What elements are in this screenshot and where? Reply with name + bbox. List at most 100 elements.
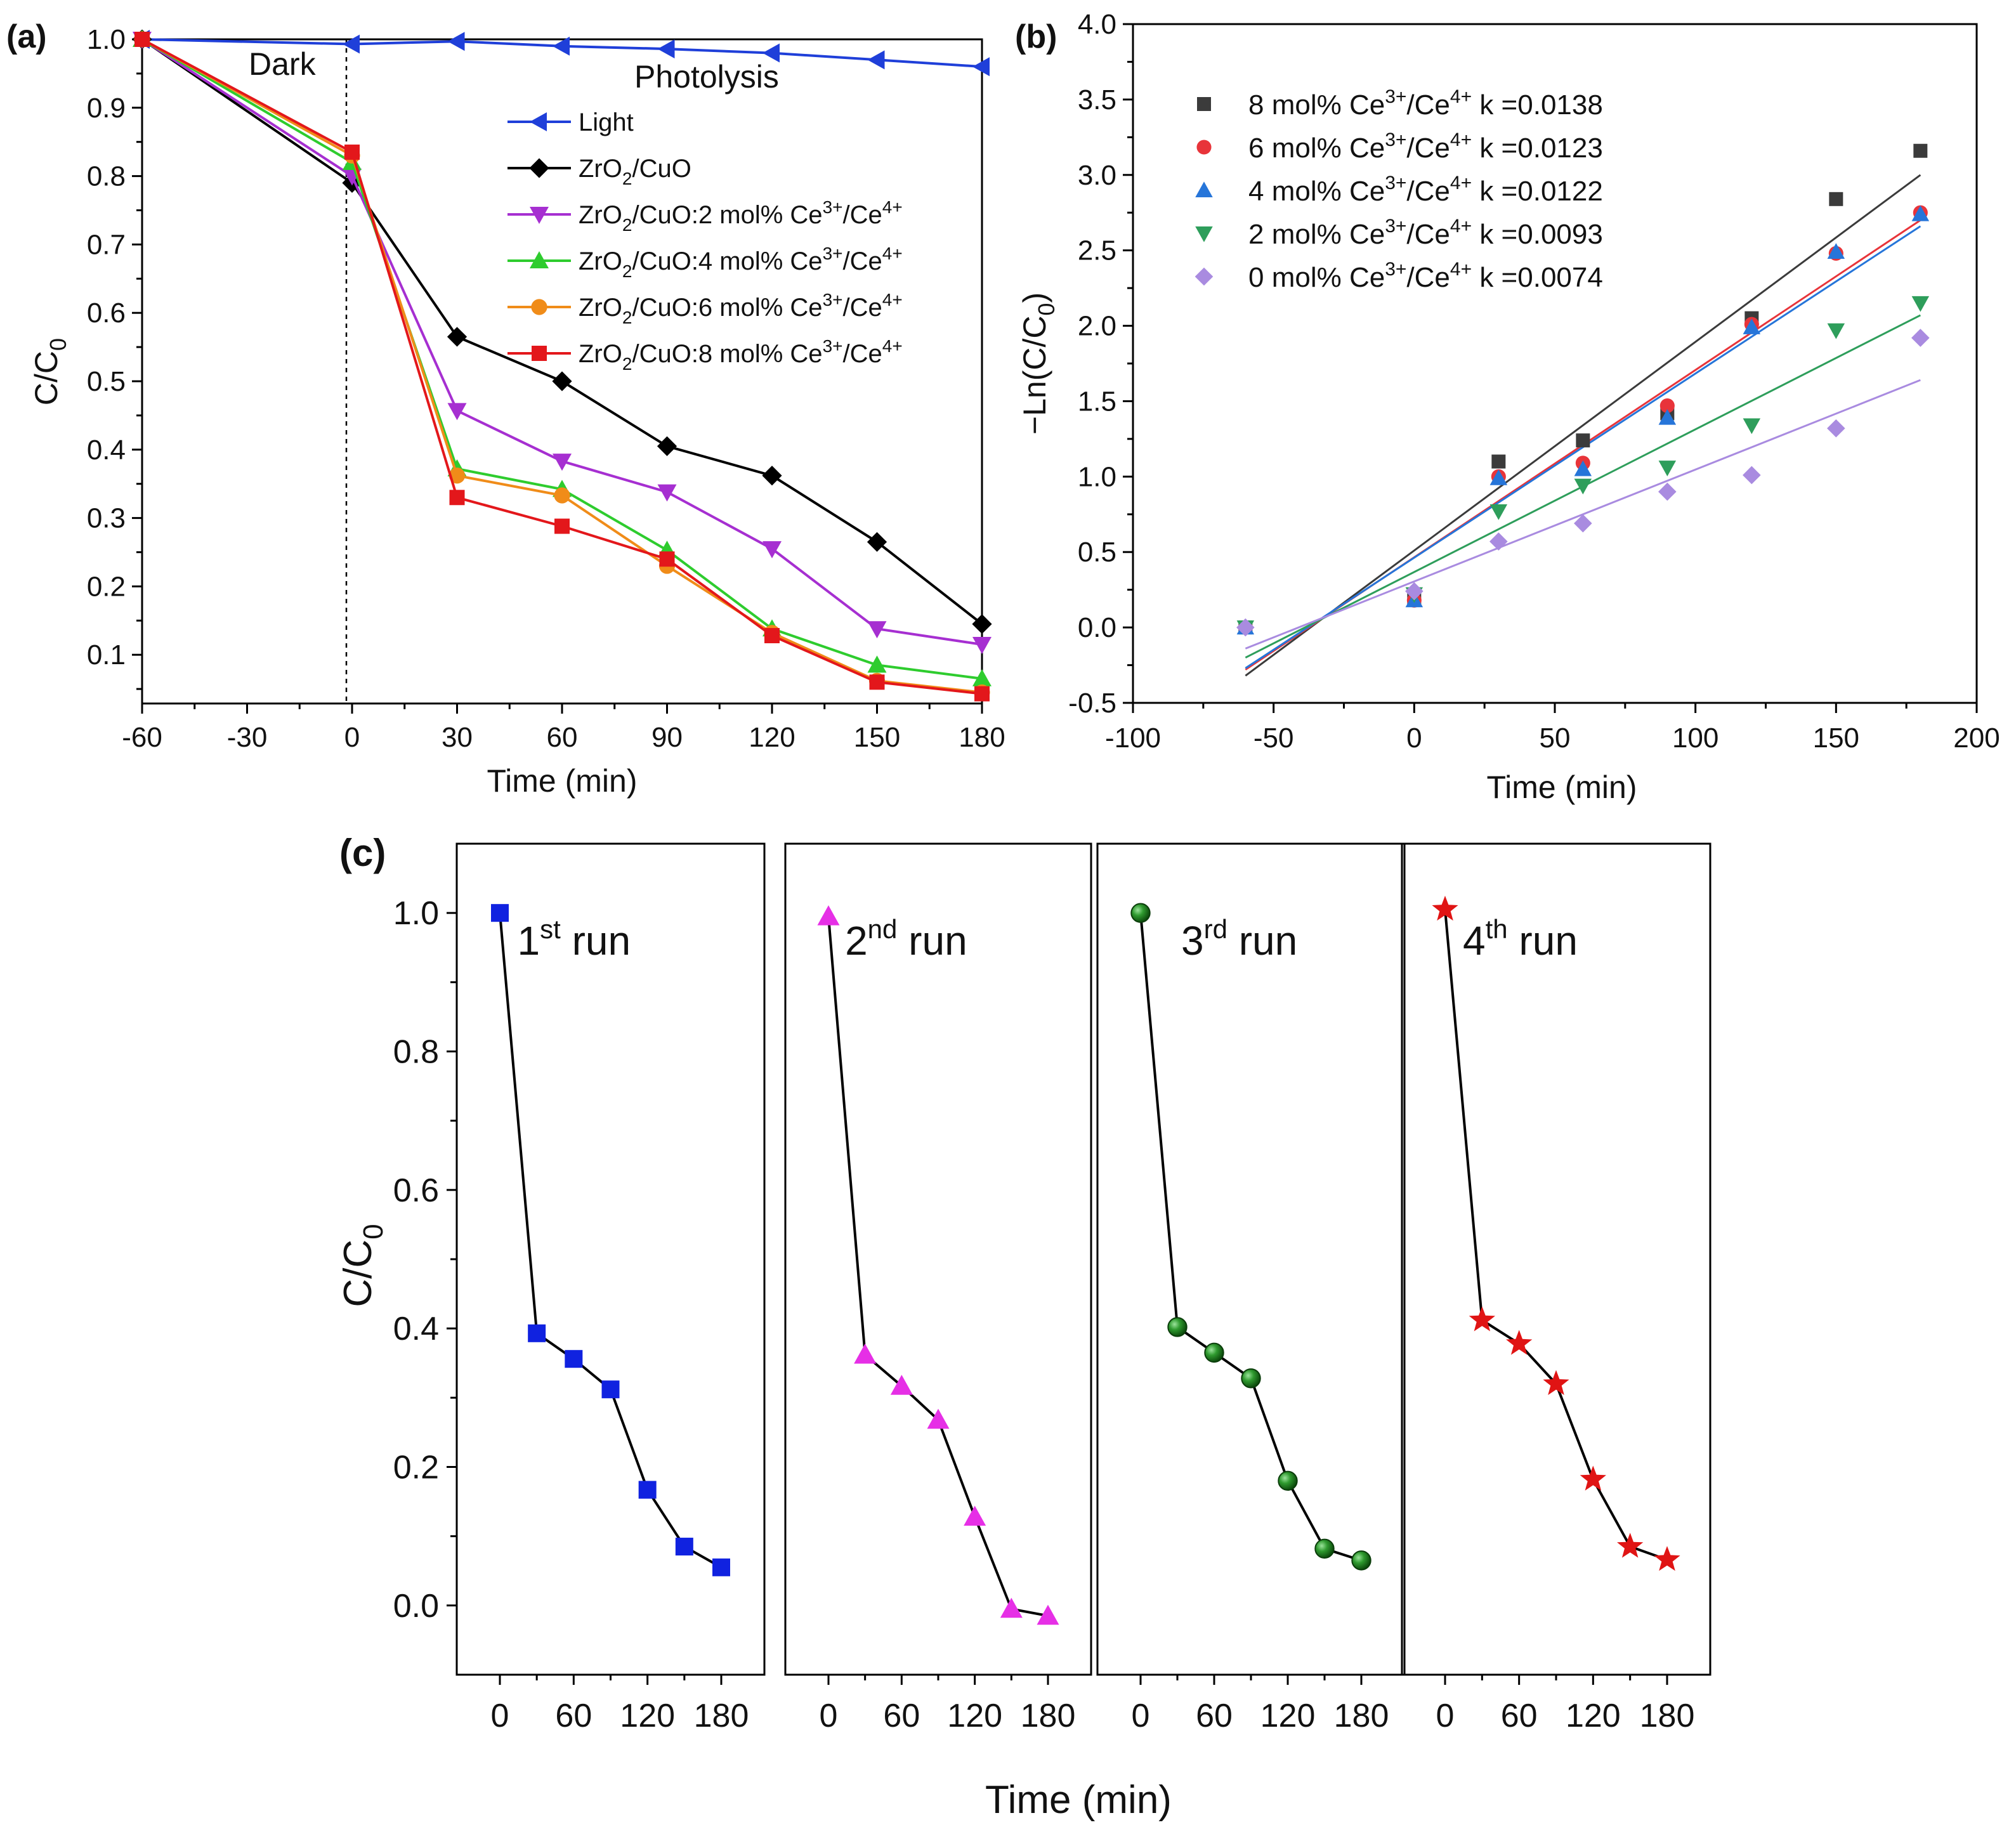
legend-marker bbox=[530, 112, 547, 131]
panel-b-x-tick-label: 200 bbox=[1953, 723, 2000, 754]
data-point bbox=[554, 518, 570, 534]
panel-b-y-tick-label: 4.0 bbox=[1078, 9, 1116, 40]
run-panel-1: 0 60 120 180 1st run bbox=[455, 842, 766, 1734]
data-point bbox=[1278, 1470, 1298, 1491]
legend-label: Light bbox=[579, 108, 634, 136]
legend-label: 6 mol% Ce3+/Ce4+ k =0.0123 bbox=[1248, 129, 1603, 164]
panel-b-y-axis-title: −Ln(C/C0) bbox=[1017, 292, 1059, 435]
data-point bbox=[763, 541, 782, 559]
legend-marker bbox=[1195, 226, 1213, 242]
panel-a-y-tick-label: 0.4 bbox=[87, 435, 126, 466]
panel-b-y-tick-label: 1.5 bbox=[1078, 386, 1116, 417]
data-point bbox=[552, 371, 572, 391]
fit-line-0 bbox=[1245, 174, 1921, 677]
panel-c-y-tick-label: 1.0 bbox=[393, 895, 439, 932]
data-point bbox=[447, 403, 467, 421]
data-point bbox=[1574, 514, 1592, 533]
legend-label: ZrO2/CuO:2 mol% Ce3+/Ce4+ bbox=[579, 197, 903, 235]
panel-c-y-tick-label: 0.2 bbox=[393, 1450, 439, 1486]
data-point bbox=[1827, 243, 1845, 259]
run-frame bbox=[455, 842, 766, 1676]
legend-marker bbox=[530, 251, 549, 268]
data-point bbox=[974, 686, 990, 702]
data-point bbox=[867, 655, 887, 673]
legend-marker bbox=[1196, 140, 1212, 155]
legend-marker bbox=[530, 207, 549, 224]
series-a-1 bbox=[132, 29, 992, 634]
data-point bbox=[927, 1408, 950, 1429]
data-point bbox=[1000, 1597, 1023, 1618]
data-point bbox=[763, 43, 780, 63]
panel-c-x-tick-label: 0 bbox=[820, 1698, 838, 1734]
panel-b-y-tick-label: 0.0 bbox=[1078, 612, 1116, 643]
run-panel-3: 0 60 120 180 3rd run bbox=[1096, 842, 1406, 1734]
panel-a-y-tick-label: 0.2 bbox=[87, 571, 126, 602]
panel-c-x-tick-label: 60 bbox=[1501, 1698, 1538, 1734]
panel-a-x-tick-label: -30 bbox=[227, 722, 268, 753]
series-line bbox=[141, 38, 983, 69]
data-point bbox=[1241, 1368, 1261, 1389]
legend-b-item-1: 6 mol% Ce3+/Ce4+ k =0.0123 bbox=[1196, 129, 1603, 164]
panel-b-y-tick-label: 1.0 bbox=[1078, 461, 1116, 492]
run-label: 1st run bbox=[518, 914, 631, 964]
panel-c-y-tick-label: 0.8 bbox=[393, 1034, 439, 1071]
data-point bbox=[964, 1505, 986, 1526]
panel-c-x-axis-title: Time (min) bbox=[985, 1778, 1172, 1822]
panel-a-x-tick-label: 180 bbox=[959, 722, 1005, 753]
data-point bbox=[972, 637, 992, 655]
panel-a-y-tick-label: 0.6 bbox=[87, 298, 126, 329]
panel-b-plot-frame bbox=[1132, 23, 1978, 704]
data-point bbox=[601, 1380, 620, 1399]
data-point bbox=[565, 1350, 583, 1368]
panel-c-y-tick-label: 0.4 bbox=[393, 1311, 439, 1347]
data-point bbox=[867, 532, 887, 552]
data-point bbox=[447, 327, 468, 347]
series-b-4 bbox=[1236, 329, 1930, 637]
panel-a-y-tick-label: 0.1 bbox=[87, 639, 126, 671]
panel-a-x-tick-label: 120 bbox=[749, 722, 795, 753]
data-point bbox=[1506, 1330, 1533, 1355]
data-point bbox=[657, 484, 677, 502]
data-point bbox=[1580, 1465, 1606, 1491]
panel-b: (b) -100 -50 0 50 100 150 200 -0.5 0.0 0.5 1.0 1.5 2… bbox=[1015, 9, 2000, 805]
run-line bbox=[1444, 909, 1668, 1561]
data-point bbox=[448, 468, 466, 484]
legend-marker bbox=[1197, 97, 1211, 111]
panel-a-x-tick-label: 90 bbox=[651, 722, 683, 753]
data-point bbox=[1543, 1370, 1569, 1396]
legend-label: ZrO2/CuO:8 mol% Ce3+/Ce4+ bbox=[579, 336, 903, 374]
panel-c-x-tick-label: 180 bbox=[1334, 1698, 1389, 1734]
legend-label: 0 mol% Ce3+/Ce4+ k =0.0074 bbox=[1248, 259, 1603, 293]
data-point bbox=[762, 466, 782, 486]
data-point bbox=[972, 614, 992, 634]
data-point bbox=[764, 628, 780, 644]
data-point bbox=[972, 57, 990, 77]
panel-b-x-tick-label: -100 bbox=[1105, 723, 1161, 754]
data-point bbox=[344, 144, 360, 160]
legend-label: ZrO2/CuO bbox=[579, 155, 691, 188]
data-point bbox=[1037, 1604, 1059, 1625]
panel-a-x-axis-title: Time (min) bbox=[487, 763, 637, 799]
panel-c-x-tick-label: 60 bbox=[1196, 1698, 1233, 1734]
legend-a-item-4: ZrO2/CuO:6 mol% Ce3+/Ce4+ bbox=[507, 290, 903, 327]
dark-annotation: Dark bbox=[249, 46, 317, 82]
panel-c-x-tick-label: 120 bbox=[620, 1698, 675, 1734]
data-point bbox=[1236, 618, 1255, 637]
legend-marker bbox=[531, 299, 547, 315]
panel-b-label: (b) bbox=[1015, 18, 1057, 55]
data-point bbox=[1658, 482, 1677, 501]
panel-c-x-tick-label: 120 bbox=[1566, 1698, 1621, 1734]
legend-marker bbox=[1195, 181, 1213, 197]
panel-c-y-tick-label: 0.6 bbox=[393, 1172, 439, 1209]
legend-marker bbox=[1195, 267, 1214, 286]
data-point bbox=[1351, 1550, 1371, 1571]
data-point bbox=[1432, 896, 1458, 921]
data-point bbox=[1911, 296, 1930, 312]
series-line bbox=[141, 38, 983, 625]
run-line bbox=[827, 916, 1049, 1618]
panel-b-x-tick-label: 100 bbox=[1672, 723, 1718, 754]
panel-a-x-tick-label: 60 bbox=[547, 722, 578, 753]
panel-c-x-tick-label: 180 bbox=[694, 1698, 749, 1734]
panel-b-x-tick-label: 150 bbox=[1813, 723, 1859, 754]
data-point bbox=[1827, 323, 1845, 339]
